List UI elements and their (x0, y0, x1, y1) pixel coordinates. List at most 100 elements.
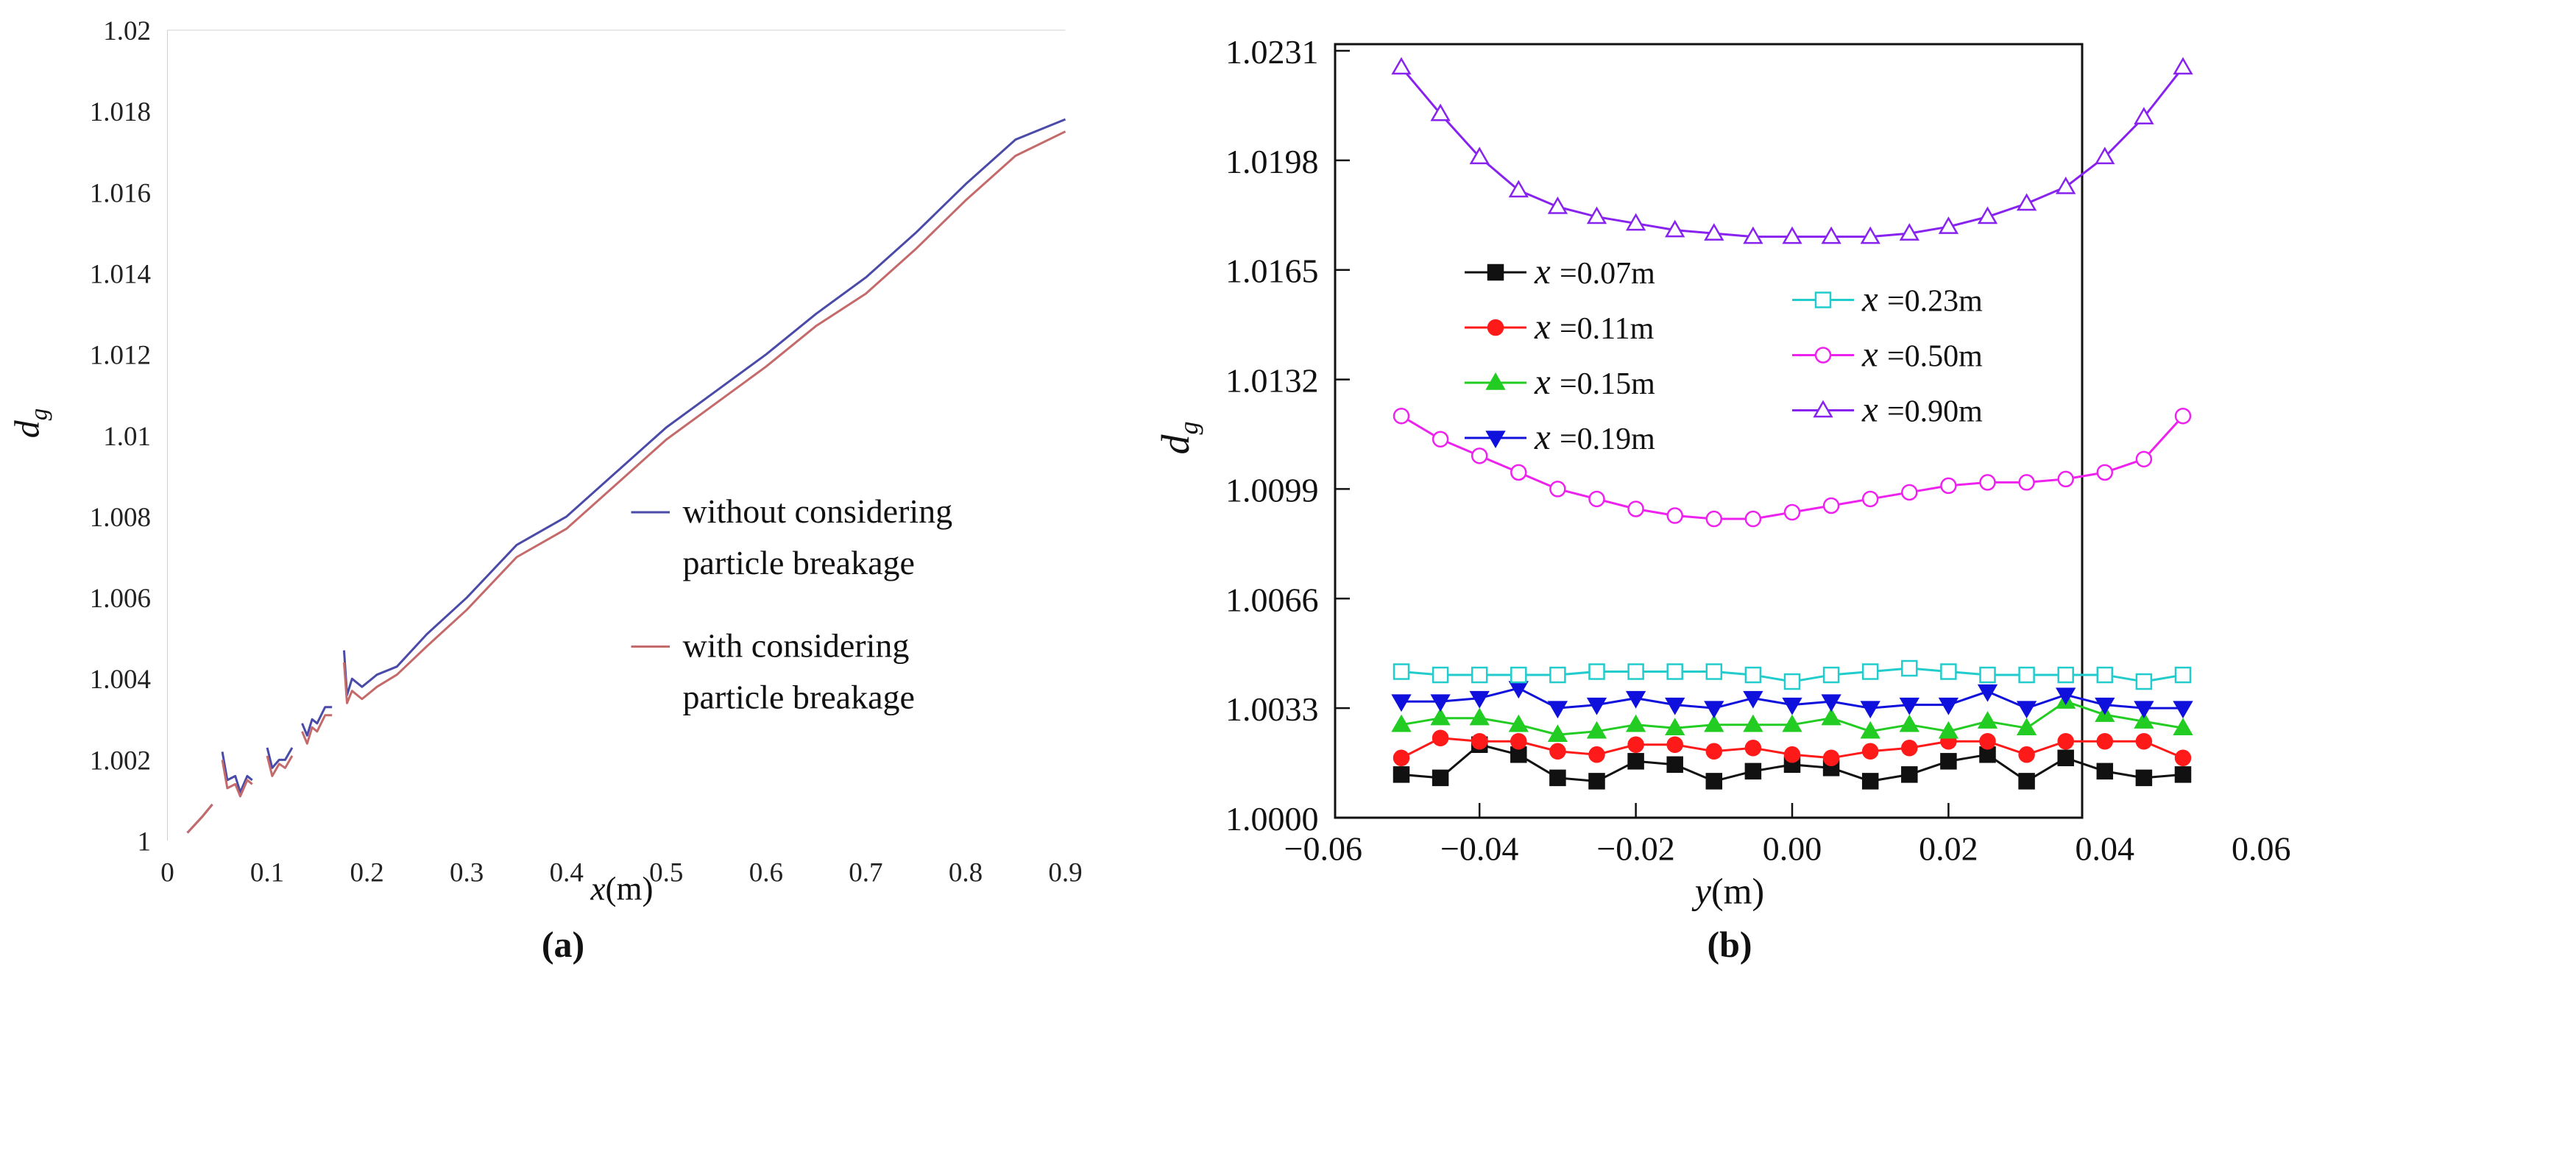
data-point (1977, 711, 1998, 729)
data-point (2096, 763, 2114, 780)
data-point (1391, 694, 1412, 712)
series-090m (1391, 57, 2193, 244)
data-point (1547, 197, 1568, 214)
legend-marker (1814, 347, 1832, 364)
data-point (1432, 729, 1449, 746)
series-line-with-breakage (301, 714, 333, 745)
data-point (2096, 464, 2114, 481)
legend-label: x =0.23m (1861, 279, 1983, 319)
panel-b-y-tick-label: 1.0165 (1225, 252, 1319, 290)
data-point (1821, 694, 1841, 712)
data-point (1782, 714, 1802, 732)
panel-a-x-tick-label: 0.4 (550, 858, 584, 888)
panel-a-x-tick-label: 0.3 (450, 858, 484, 888)
data-point (1510, 733, 1527, 750)
data-point (1979, 666, 1996, 684)
data-point (2018, 773, 2035, 790)
data-point (1861, 743, 1879, 760)
data-point (1901, 766, 1918, 783)
data-point (1432, 431, 1449, 448)
data-point (1783, 673, 1801, 690)
panel-b-x-tick-label: 0.00 (1763, 830, 1822, 868)
panel-b-y-tick-label: 1.0099 (1225, 471, 1319, 509)
panel-a-xlabel-var: x (590, 871, 606, 907)
data-point (2018, 474, 2035, 491)
data-point (1510, 666, 1527, 684)
panel-a-xlabel: x(m) (590, 871, 654, 907)
legend-label-var: x (1861, 334, 1887, 375)
data-point (1666, 736, 1683, 754)
series-line-without-breakage (221, 751, 253, 793)
data-point (1861, 663, 1879, 680)
data-point (1704, 701, 1724, 719)
data-point (1469, 707, 1490, 726)
data-point (1977, 684, 1998, 702)
data-point (1938, 721, 1959, 739)
panel-a-y-tick-label: 1.008 (90, 503, 151, 533)
panel-a-ylabel-main: d (8, 420, 47, 438)
panel-b-series (1391, 57, 2193, 790)
legend-label-value: =0.07m (1560, 257, 1655, 291)
legend-label-var: x (1534, 251, 1560, 291)
panel-b-legend-item: x =0.50m (1792, 334, 1983, 375)
panel-b-xlabel-var: y (1691, 871, 1712, 912)
panel-b-xlabel: y(m) (1691, 871, 1764, 912)
data-point (1627, 663, 1644, 680)
legend-marker (1485, 372, 1506, 390)
data-point (1625, 690, 1646, 709)
data-point (1899, 714, 1919, 732)
data-point (1627, 753, 1644, 770)
data-point (2135, 450, 2153, 468)
data-point (1744, 740, 1762, 757)
panel-a-y-ticks: 1 1.002 1.004 1.006 1.008 1.01 1.012 1.014 1.016… (90, 16, 151, 857)
panel-a-x-tick-label: 0.9 (1048, 858, 1082, 888)
data-point (1430, 707, 1451, 726)
data-point (2135, 733, 2153, 750)
data-point (2095, 146, 2115, 165)
panel-a-y-tick-label: 1.006 (90, 584, 151, 614)
data-point (1432, 769, 1449, 787)
data-point (1627, 500, 1644, 517)
panel-a-x-tick-label: 0.5 (649, 858, 683, 888)
panel-a-x-tick-label: 0.6 (749, 858, 783, 888)
data-point (1782, 697, 1802, 715)
data-point (1860, 226, 1880, 244)
legend-label-var: x (1861, 389, 1887, 430)
legend-marker (1487, 319, 1504, 336)
data-point (1547, 701, 1568, 719)
data-point (1625, 714, 1646, 732)
panel-b-legend-item: x =0.07m (1465, 251, 1655, 291)
legend-label-without-1: without considering (683, 492, 953, 530)
data-point (1705, 743, 1723, 760)
panel-b-ylabel: dg (1153, 422, 1203, 455)
data-point (1940, 663, 1957, 680)
panel-a-x-tick-label: 0.8 (949, 858, 983, 888)
series-line-with-breakage (342, 130, 1066, 704)
data-point (2174, 766, 2192, 783)
panel-b-y-tick-label: 1.0198 (1225, 143, 1319, 180)
data-point (1979, 474, 1996, 491)
legend-marker (1814, 291, 1832, 308)
data-point (2174, 407, 2192, 425)
data-point (1940, 477, 1957, 495)
data-point (1705, 773, 1723, 790)
data-point (2016, 701, 2037, 719)
legend-label: x =0.07m (1534, 251, 1655, 291)
data-point (2056, 176, 2076, 194)
data-point (1625, 213, 1646, 231)
data-point (1743, 226, 1763, 244)
data-point (1588, 490, 1605, 508)
panel-a-series (186, 118, 1066, 834)
data-point (1743, 714, 1763, 732)
data-point (1588, 663, 1605, 680)
legend-label-value: =0.90m (1887, 395, 1983, 429)
data-point (1822, 666, 1840, 684)
data-point (1979, 733, 1996, 750)
data-point (1744, 510, 1762, 528)
data-point (1393, 407, 1410, 425)
panel-b-x-tick-label: −0.04 (1440, 830, 1518, 868)
data-point (1705, 663, 1723, 680)
panel-a-ylabel: dg (8, 408, 53, 439)
series-line-without-breakage (301, 706, 333, 737)
data-point (1549, 666, 1566, 684)
